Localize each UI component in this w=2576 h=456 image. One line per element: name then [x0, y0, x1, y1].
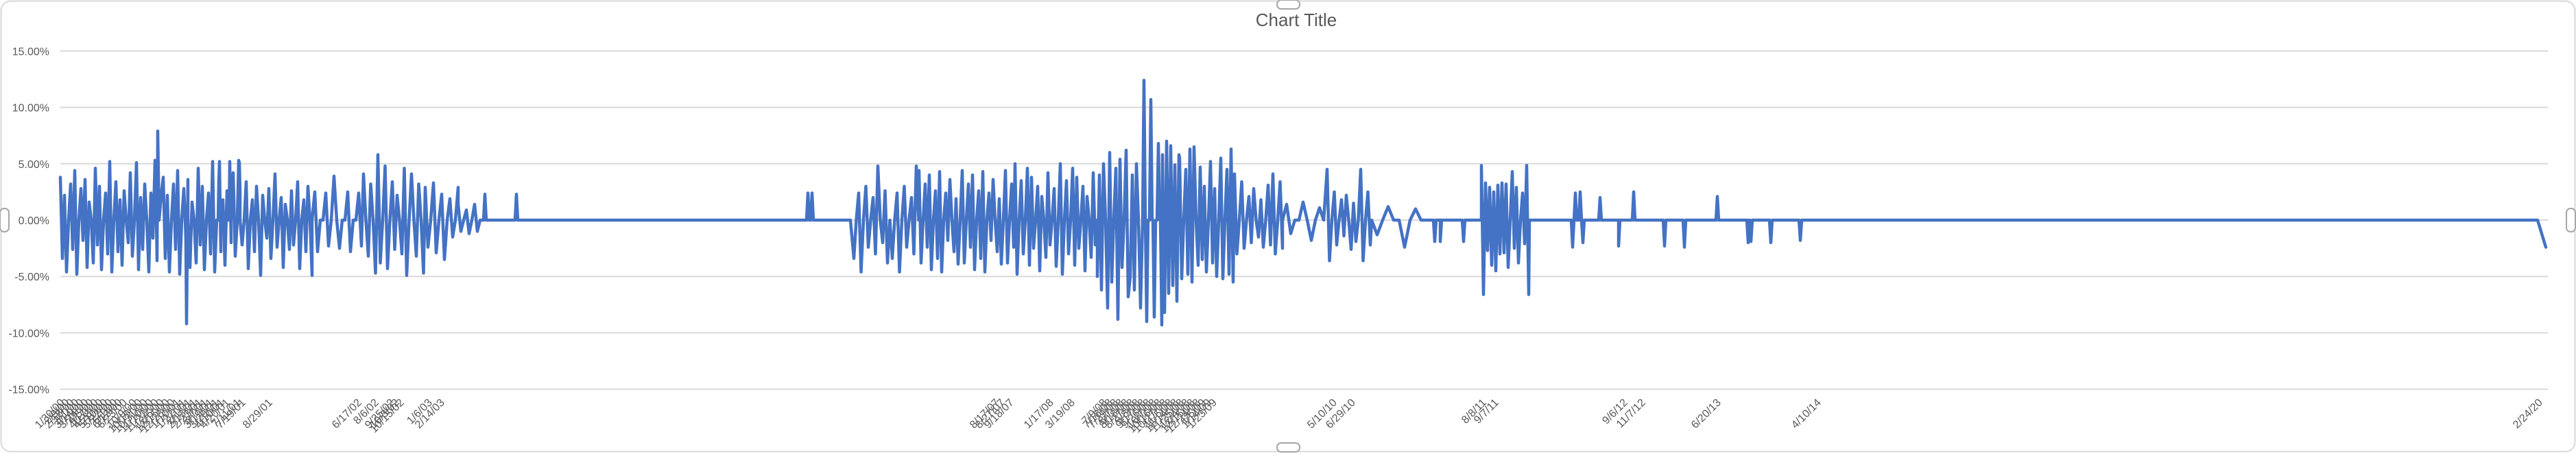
- y-axis-tick-label: 5.00%: [19, 159, 49, 171]
- x-axis-date-label: 8/29/01: [241, 397, 275, 431]
- y-axis-labels: 15.00% 10.00% 5.00% 0.00% -5.00% -10.00% -15.0…: [8, 46, 49, 396]
- x-axis-date-label: 2/24/20: [2511, 397, 2545, 431]
- x-axis-date-label: 4/10/14: [1789, 397, 1824, 431]
- returns-line-series[interactable]: [58, 78, 2548, 327]
- resize-handle-bottom[interactable]: [1276, 442, 1300, 453]
- resize-handle-left[interactable]: [0, 208, 10, 232]
- y-axis-tick-label: 0.00%: [19, 215, 49, 227]
- y-axis-tick-label: -10.00%: [8, 328, 49, 339]
- y-axis-tick-label: -15.00%: [8, 385, 49, 396]
- y-axis-tick-label: -5.00%: [14, 272, 49, 283]
- data-series-group[interactable]: [58, 78, 2548, 327]
- y-axis-tick-label: 15.00%: [12, 46, 49, 58]
- chart-title[interactable]: Chart Title: [1256, 10, 1337, 30]
- x-axis-labels: 1/30/002/9/002/18/003/1/003/14/003/24/00…: [33, 397, 2545, 435]
- resize-handle-top[interactable]: [1276, 0, 1300, 10]
- x-axis-date-label: 6/20/13: [1689, 397, 1724, 431]
- resize-handle-right[interactable]: [2566, 208, 2576, 232]
- y-axis-tick-label: 10.00%: [12, 103, 49, 115]
